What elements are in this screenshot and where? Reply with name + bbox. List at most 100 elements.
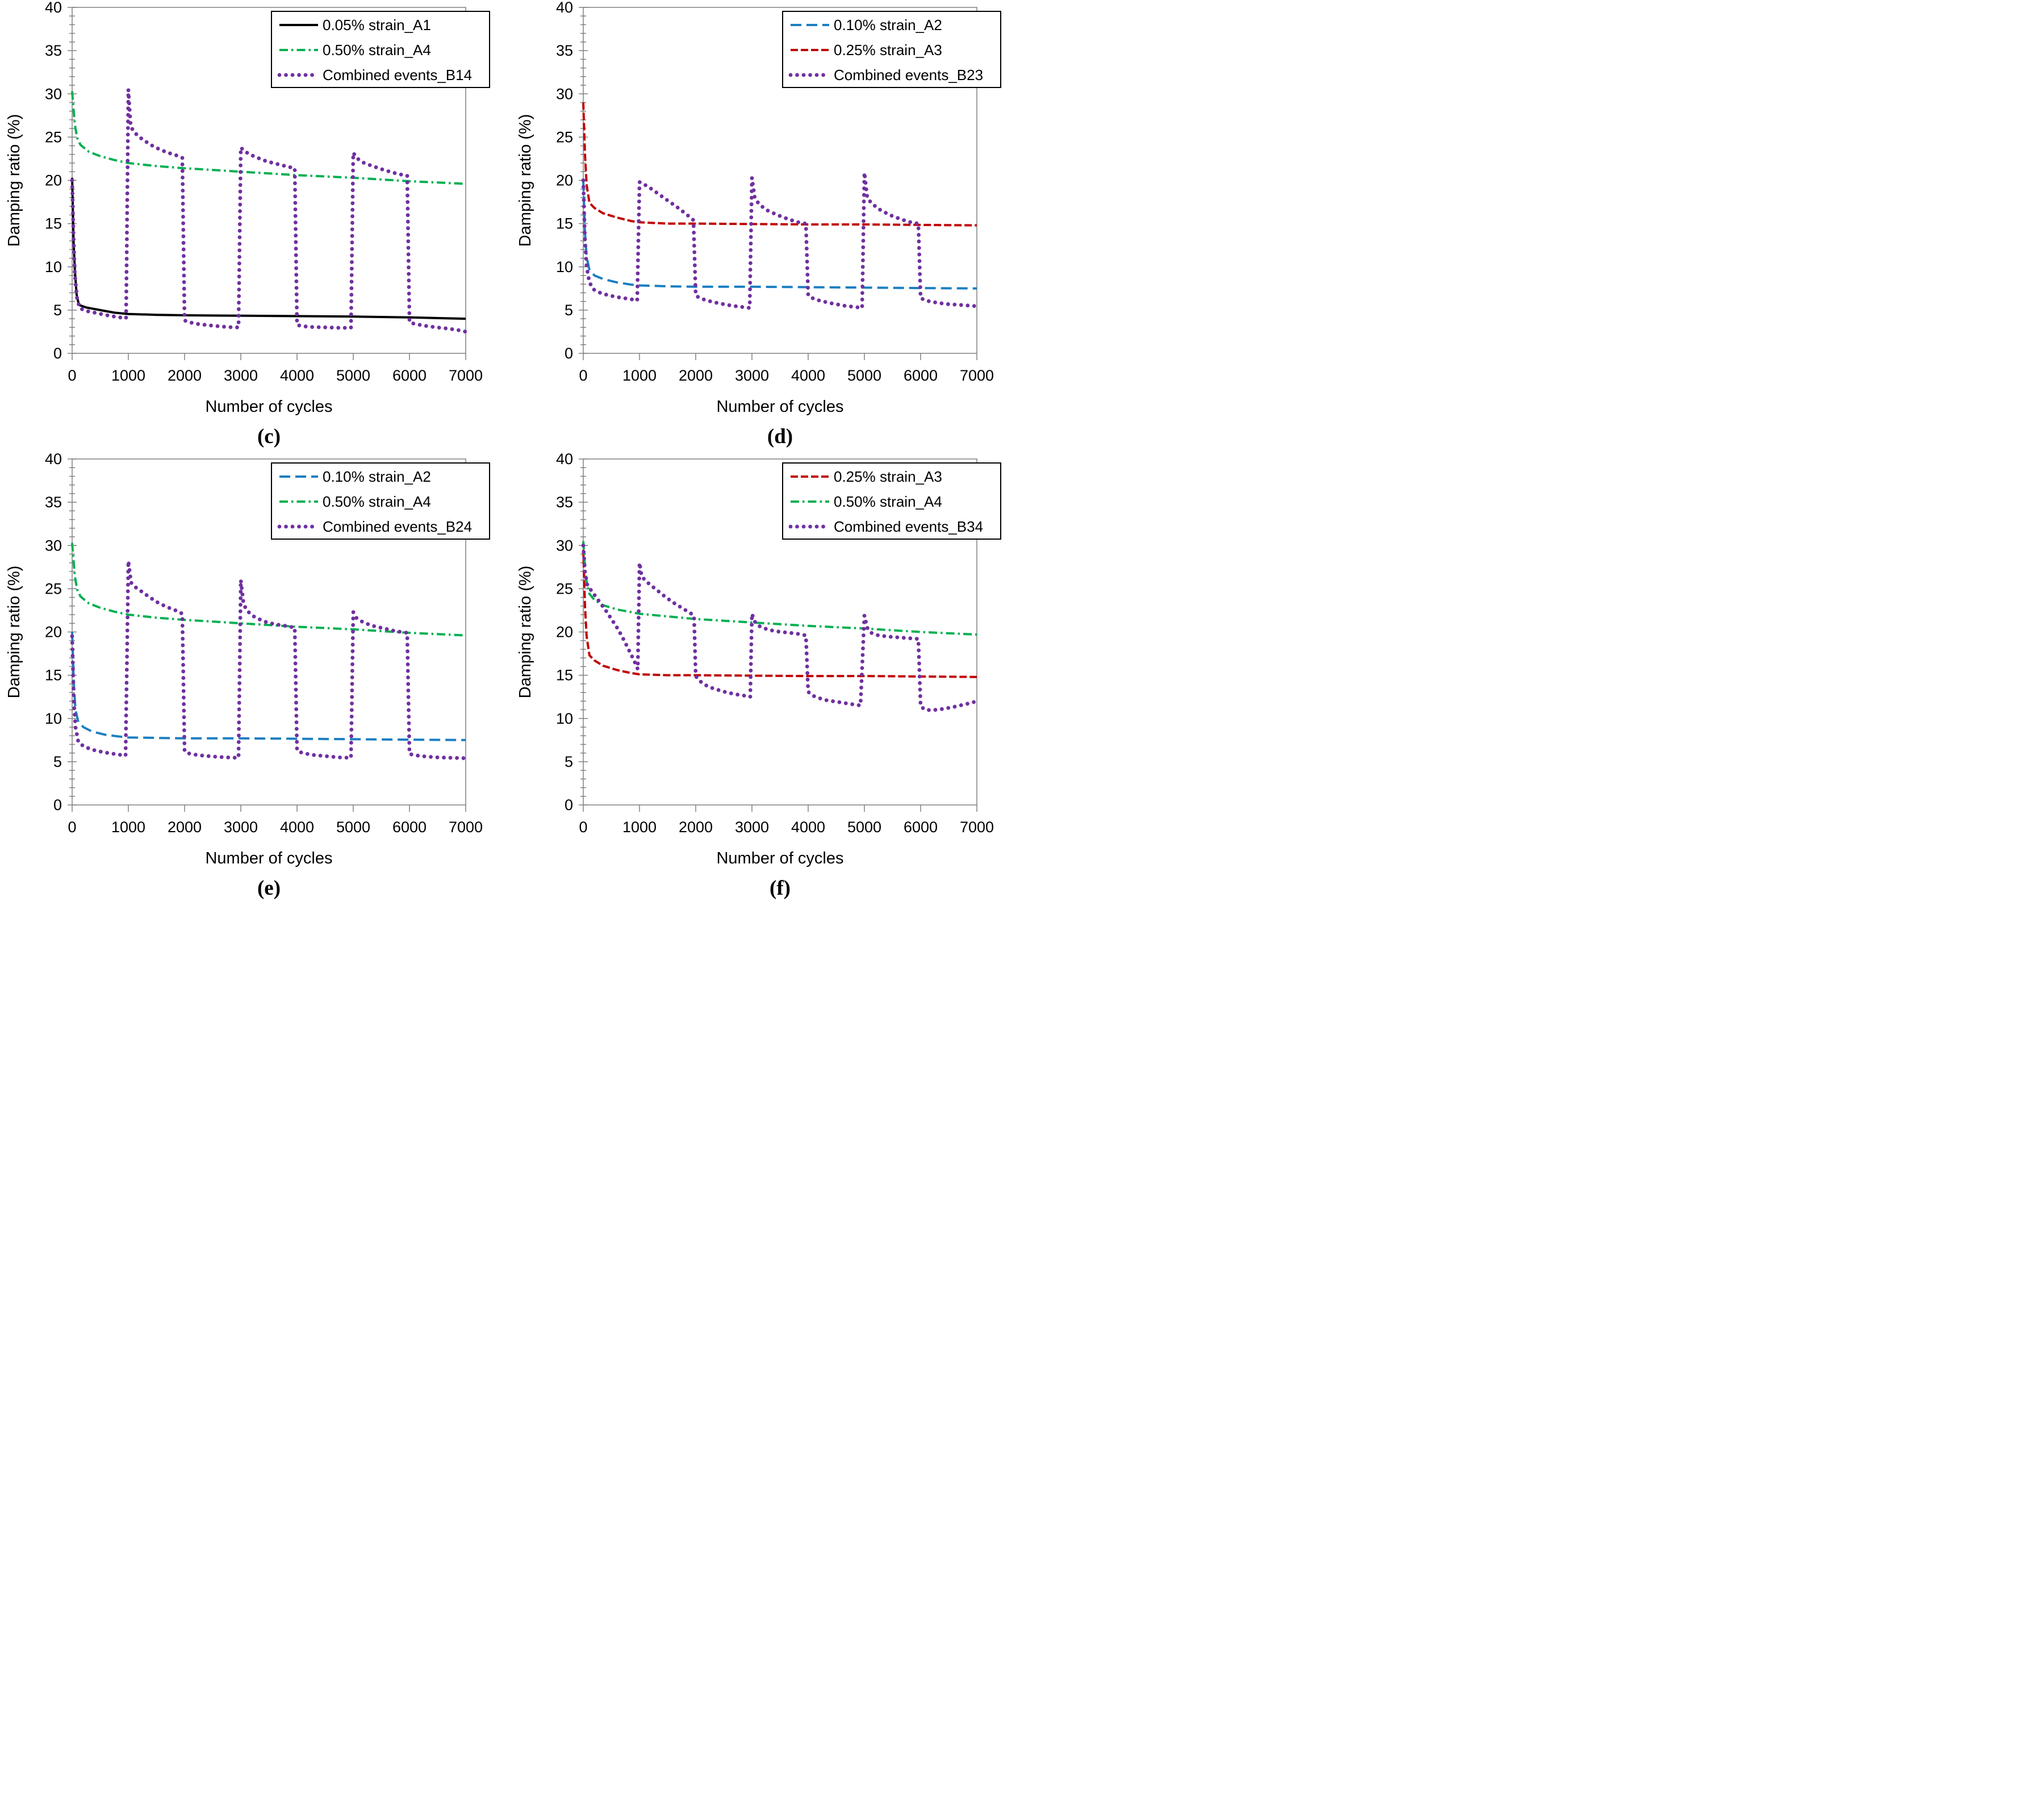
x-tick-label: 1000 — [622, 367, 657, 384]
panel-d: 0 5 10 15 20 25 30 35 40 0 1000 2000 3000 4000 5000 600… — [511, 0, 1022, 452]
y-tick-label: 5 — [53, 302, 62, 319]
y-axis-title: Damping ratio (%) — [5, 566, 23, 699]
y-tick-label: 30 — [45, 85, 62, 102]
chart-f: 0 5 10 15 20 25 30 35 40 0 1000 2000 3000 4000 5000 600… — [516, 452, 1001, 900]
series-0-50-strain-a4 — [582, 541, 977, 636]
y-tick-label: 5 — [565, 753, 573, 770]
legend-box — [782, 11, 1001, 88]
panel-f: 0 5 10 15 20 25 30 35 40 0 1000 2000 3000 4000 5000 600… — [511, 452, 1022, 903]
x-tick-label: 7000 — [960, 367, 994, 384]
series-combined-events-b23 — [581, 170, 979, 310]
x-tick-label: 6000 — [904, 367, 938, 384]
y-tick-label: 30 — [556, 537, 573, 554]
y-tick-label: 25 — [45, 580, 62, 597]
x-tick-label: 2000 — [168, 367, 202, 384]
chart-e: 0 5 10 15 20 25 30 35 40 0 1000 2000 3000 4000 5000 600… — [5, 452, 490, 900]
y-tick-label: 15 — [556, 667, 573, 684]
y-tick-label: 35 — [45, 494, 62, 511]
y-tick-label: 0 — [53, 345, 62, 362]
series-0-50-strain-a4 — [71, 542, 466, 637]
y-tick-label: 35 — [45, 42, 62, 59]
legend-label: 0.50% strain_A4 — [323, 493, 431, 510]
series-0-25-strain-a3 — [582, 549, 977, 678]
legend-label: 0.50% strain_A4 — [323, 41, 431, 59]
legend: 0.05% strain_A1 0.50% strain_A4 Combined e… — [271, 11, 490, 88]
panel-letter: (d) — [767, 425, 793, 448]
y-tick-label: 0 — [565, 796, 573, 813]
x-tick-label: 0 — [68, 819, 76, 836]
x-tick-label: 3000 — [224, 819, 258, 836]
legend-label: 0.25% strain_A3 — [834, 41, 942, 59]
x-tick-label: 2000 — [679, 367, 713, 384]
x-tick-label: 5000 — [847, 819, 881, 836]
y-tick-label: 5 — [565, 302, 573, 319]
x-tick-label: 0 — [579, 367, 587, 384]
legend-box — [271, 462, 490, 540]
y-tick-label: 0 — [565, 345, 573, 362]
x-tick-label: 1000 — [111, 819, 145, 836]
x-tick-label: 6000 — [392, 819, 427, 836]
y-tick-label: 20 — [556, 172, 573, 189]
legend-label: 0.25% strain_A3 — [834, 468, 942, 485]
series-combined-events-b14 — [70, 87, 468, 334]
x-tick-label: 7000 — [449, 819, 483, 836]
x-tick-label: 5000 — [336, 367, 370, 384]
x-tick-label: 6000 — [904, 819, 938, 836]
x-tick-label: 4000 — [791, 819, 825, 836]
x-tick-label: 3000 — [224, 367, 258, 384]
y-tick-label: 15 — [556, 215, 573, 232]
legend-box — [782, 462, 1001, 540]
x-tick-label: 4000 — [791, 367, 825, 384]
x-axis-title: Number of cycles — [716, 398, 843, 416]
axes: 0 5 10 15 20 25 30 35 40 0 1000 2000 3000 4000 5000 600… — [45, 0, 483, 384]
y-tick-label: 20 — [45, 172, 62, 189]
y-tick-label: 0 — [53, 796, 62, 813]
x-axis-title: Number of cycles — [205, 849, 332, 867]
x-tick-label: 0 — [579, 819, 587, 836]
y-tick-label: 10 — [45, 710, 62, 727]
y-tick-label: 30 — [45, 537, 62, 554]
panel-e: 0 5 10 15 20 25 30 35 40 0 1000 2000 3000 4000 5000 600… — [0, 452, 511, 903]
axes: 0 5 10 15 20 25 30 35 40 0 1000 2000 3000 4000 5000 600… — [45, 452, 483, 836]
panel-letter: (e) — [257, 877, 281, 900]
y-axis-title: Damping ratio (%) — [516, 114, 534, 247]
legend: 0.10% strain_A2 0.25% strain_A3 Combined e… — [782, 11, 1001, 88]
x-axis-title: Number of cycles — [205, 398, 332, 416]
legend-label: Combined events_B23 — [834, 66, 983, 84]
y-axis-title: Damping ratio (%) — [5, 114, 23, 247]
x-tick-label: 4000 — [280, 819, 314, 836]
y-tick-label: 5 — [53, 753, 62, 770]
series-0-25-strain-a3 — [582, 102, 977, 227]
y-tick-label: 15 — [45, 215, 62, 232]
legend-label: Combined events_B14 — [323, 66, 472, 84]
series-0-10-strain-a2 — [71, 632, 466, 741]
y-tick-label: 40 — [45, 452, 62, 468]
y-tick-label: 15 — [45, 667, 62, 684]
panel-c: 0 5 10 15 20 25 30 35 40 0 1000 2000 3000 4000 5000 600… — [0, 0, 511, 452]
y-tick-label: 40 — [556, 452, 573, 468]
legend-label: 0.10% strain_A2 — [323, 468, 431, 485]
y-tick-label: 35 — [556, 42, 573, 59]
y-tick-label: 35 — [556, 494, 573, 511]
y-tick-label: 25 — [556, 128, 573, 145]
axes: 0 5 10 15 20 25 30 35 40 0 1000 2000 3000 4000 5000 600… — [556, 0, 994, 384]
legend-label: Combined events_B34 — [834, 518, 983, 535]
legend-label: Combined events_B24 — [323, 518, 472, 535]
series-0-05-strain-a1 — [71, 177, 466, 320]
x-tick-label: 1000 — [111, 367, 145, 384]
chart-c: 0 5 10 15 20 25 30 35 40 0 1000 2000 3000 4000 5000 600… — [5, 0, 490, 448]
series-0-50-strain-a4 — [71, 91, 466, 185]
x-tick-label: 1000 — [622, 819, 657, 836]
y-tick-label: 20 — [556, 624, 573, 641]
x-tick-label: 3000 — [735, 819, 769, 836]
x-tick-label: 2000 — [168, 819, 202, 836]
panel-letter: (f) — [770, 877, 791, 900]
y-tick-label: 25 — [556, 580, 573, 597]
x-tick-label: 0 — [68, 367, 76, 384]
y-tick-label: 10 — [556, 258, 573, 276]
x-tick-label: 7000 — [449, 367, 483, 384]
y-tick-label: 40 — [45, 0, 62, 16]
series-combined-events-b24 — [70, 559, 468, 761]
legend-label: 0.50% strain_A4 — [834, 493, 942, 510]
x-tick-label: 5000 — [847, 367, 881, 384]
